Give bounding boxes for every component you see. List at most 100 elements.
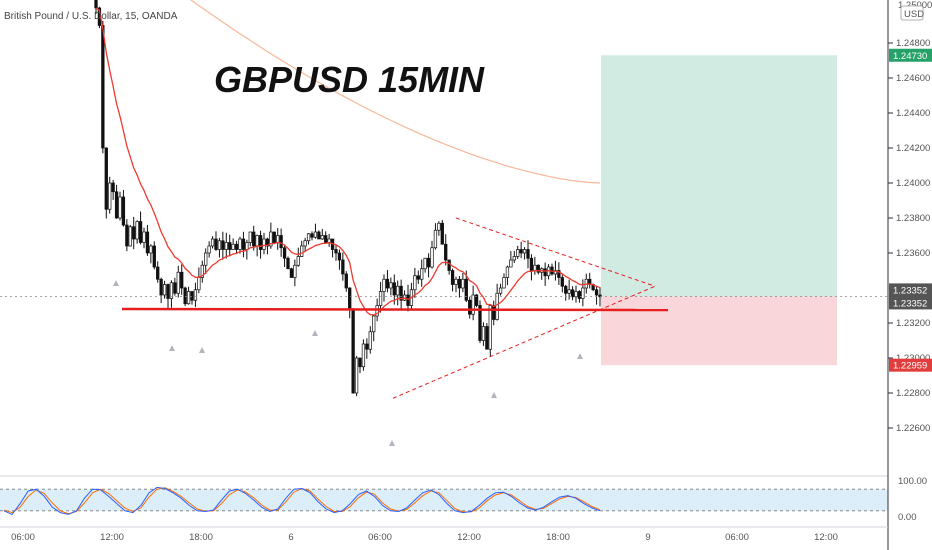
candle-body bbox=[512, 256, 516, 261]
target-zone[interactable] bbox=[601, 55, 837, 297]
candle-body bbox=[296, 256, 300, 266]
triangle-pattern[interactable] bbox=[392, 217, 656, 399]
stochastic-pane[interactable] bbox=[0, 475, 888, 516]
stop-price-label-text: 1.22959 bbox=[893, 361, 927, 372]
pivot-marker bbox=[199, 347, 205, 353]
candle-body bbox=[498, 287, 503, 294]
target-price-label-text: 1.24730 bbox=[893, 51, 927, 62]
candle-body bbox=[303, 240, 307, 247]
candle-body bbox=[447, 259, 451, 271]
candle-body bbox=[186, 291, 191, 305]
price-tick-label: 1.23200 bbox=[896, 318, 930, 329]
ema-fast-line bbox=[95, 7, 601, 316]
last-price-label-box bbox=[889, 283, 932, 310]
candle-body bbox=[166, 284, 170, 299]
candle-body bbox=[293, 264, 297, 278]
target-price-label-box bbox=[889, 48, 932, 62]
candle-body bbox=[440, 222, 444, 245]
candle-body bbox=[481, 326, 486, 341]
candle-body bbox=[502, 277, 506, 289]
ema-slow-path bbox=[189, 0, 601, 184]
candle-body bbox=[300, 245, 304, 257]
candle-body bbox=[450, 270, 455, 285]
candle-body bbox=[468, 299, 472, 315]
candle-body bbox=[522, 249, 527, 254]
candle-body bbox=[536, 264, 540, 273]
candle-body bbox=[334, 249, 338, 254]
time-tick-label: 6 bbox=[288, 532, 293, 543]
candle-body bbox=[241, 238, 246, 250]
candle-body bbox=[118, 196, 122, 219]
candle-body bbox=[533, 264, 537, 271]
ema-fast-path bbox=[95, 7, 601, 316]
stop-price-label: 1.22959 bbox=[889, 358, 932, 372]
candle-body bbox=[138, 221, 143, 243]
candle-body bbox=[526, 249, 530, 259]
price-tick-label: 1.24200 bbox=[896, 143, 930, 154]
candle-body bbox=[190, 291, 194, 301]
pivot-marker bbox=[169, 345, 175, 351]
triangle-upper-trendline[interactable] bbox=[455, 217, 656, 287]
candle-body bbox=[461, 278, 465, 289]
candle-body bbox=[560, 277, 564, 287]
candle-body bbox=[519, 249, 523, 254]
candle-body bbox=[577, 291, 582, 299]
candle-body bbox=[574, 291, 578, 298]
candle-body bbox=[306, 233, 311, 242]
candle-body bbox=[543, 268, 547, 277]
candle-body bbox=[289, 268, 294, 278]
candle-body bbox=[420, 268, 424, 280]
triangle-lower-trendline[interactable] bbox=[392, 285, 656, 399]
candle-body bbox=[255, 235, 259, 247]
time-tick-label: 06:00 bbox=[11, 532, 35, 543]
candle-body bbox=[258, 235, 263, 250]
candle-body bbox=[437, 222, 441, 231]
candle-body bbox=[416, 275, 420, 280]
last-price-label-text-2: 1.23352 bbox=[893, 298, 927, 309]
candle-body bbox=[385, 278, 390, 289]
candle-body bbox=[132, 226, 136, 240]
candle-body bbox=[354, 357, 359, 394]
candle-body bbox=[135, 221, 139, 240]
time-axis[interactable]: 06:00 12:00 18:00 6 06:00 12:00 18:00 9 06:00 12:… bbox=[0, 526, 888, 543]
candle-body bbox=[262, 238, 266, 250]
candle-body bbox=[557, 270, 561, 278]
candle-body bbox=[495, 292, 499, 320]
candle-body bbox=[344, 273, 348, 289]
candle-body bbox=[245, 242, 249, 250]
candle-body bbox=[351, 308, 355, 394]
candle-body bbox=[193, 289, 198, 301]
candle-body bbox=[406, 294, 410, 306]
price-tick-label: 1.23600 bbox=[896, 248, 930, 259]
candle-body bbox=[145, 231, 150, 254]
price-axis[interactable]: 1.25000 USD 1.24800 1.24600 1.24400 1.24200… bbox=[887, 0, 932, 550]
candle-body bbox=[183, 287, 187, 305]
stop-price-label-box bbox=[889, 358, 932, 372]
candle-body bbox=[142, 231, 146, 243]
price-tick-label: 1.23000 bbox=[896, 353, 930, 364]
stop-zone[interactable] bbox=[601, 296, 837, 366]
price-tick-label: 1.24800 bbox=[896, 38, 930, 49]
support-line[interactable] bbox=[121, 307, 669, 312]
target-price-label: 1.24730 bbox=[889, 48, 932, 62]
candle-body bbox=[121, 196, 126, 226]
candle-body bbox=[426, 257, 431, 268]
candle-body bbox=[399, 285, 403, 301]
candle-body bbox=[392, 282, 396, 296]
overlay-title: GBPUSD 15MIN bbox=[214, 59, 485, 100]
price-pane[interactable]: British Pound / U.S. Dollar, 15, OANDA G… bbox=[0, 0, 888, 475]
currency-badge[interactable]: USD bbox=[900, 5, 924, 21]
price-tick-label: 1.22600 bbox=[896, 423, 930, 434]
candle-body bbox=[269, 231, 273, 247]
candle-body bbox=[94, 0, 98, 9]
candle-body bbox=[396, 285, 400, 296]
candle-body bbox=[104, 147, 108, 210]
candle-body bbox=[169, 282, 174, 299]
candle-body bbox=[594, 289, 599, 296]
candle-body bbox=[478, 305, 482, 341]
candle-body bbox=[327, 238, 331, 243]
candle-body bbox=[101, 25, 105, 149]
time-tick-label: 12:00 bbox=[100, 532, 124, 543]
pivot-marker bbox=[491, 392, 497, 398]
time-tick-label: 18:00 bbox=[546, 532, 570, 543]
